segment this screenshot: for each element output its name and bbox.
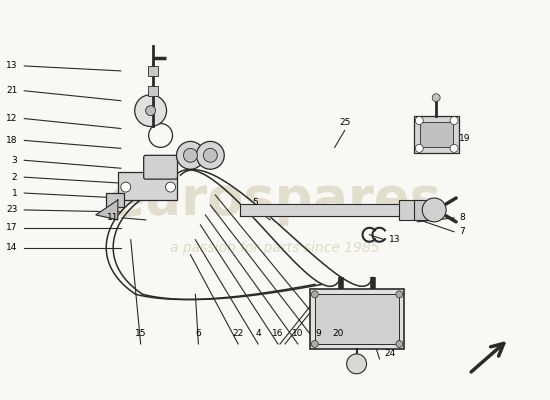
Text: eurospares: eurospares	[108, 174, 442, 226]
Circle shape	[311, 340, 318, 348]
Circle shape	[196, 142, 224, 169]
Circle shape	[422, 198, 446, 222]
Text: 13: 13	[389, 235, 401, 244]
Text: a passion for parts since 1985: a passion for parts since 1985	[170, 241, 380, 255]
Circle shape	[396, 291, 403, 298]
Text: 7: 7	[459, 227, 465, 236]
Bar	[147, 66, 158, 76]
Bar	[310, 289, 404, 349]
Text: 4: 4	[255, 329, 261, 338]
Text: 21: 21	[6, 86, 17, 95]
Circle shape	[184, 148, 197, 162]
Text: 6: 6	[195, 329, 201, 338]
Text: 19: 19	[459, 134, 471, 143]
Bar	[315, 294, 399, 344]
Text: 1: 1	[12, 188, 17, 198]
Text: 9: 9	[315, 329, 321, 338]
Circle shape	[311, 291, 318, 298]
Text: 8: 8	[459, 213, 465, 222]
Text: 20: 20	[332, 329, 343, 338]
Circle shape	[166, 182, 175, 192]
Circle shape	[450, 116, 458, 124]
Circle shape	[415, 144, 424, 152]
Bar	[147, 86, 158, 96]
Circle shape	[346, 354, 366, 374]
Text: 11: 11	[107, 213, 119, 222]
Bar	[414, 116, 459, 153]
Text: 24: 24	[384, 350, 395, 358]
Circle shape	[415, 116, 424, 124]
Text: 17: 17	[6, 223, 17, 232]
FancyBboxPatch shape	[118, 172, 178, 200]
Text: 25: 25	[339, 118, 350, 127]
Text: 18: 18	[6, 136, 17, 145]
FancyBboxPatch shape	[106, 193, 124, 207]
Polygon shape	[240, 204, 399, 216]
Bar	[399, 200, 417, 220]
Circle shape	[177, 142, 205, 169]
FancyBboxPatch shape	[144, 155, 178, 179]
Text: 15: 15	[135, 329, 146, 338]
Circle shape	[396, 340, 403, 348]
Circle shape	[204, 148, 217, 162]
Text: 14: 14	[6, 243, 17, 252]
Circle shape	[432, 94, 440, 102]
Bar	[414, 200, 432, 220]
Text: 22: 22	[233, 329, 244, 338]
Text: 12: 12	[6, 114, 17, 123]
Circle shape	[450, 144, 458, 152]
Text: 2: 2	[12, 173, 17, 182]
Text: 10: 10	[292, 329, 304, 338]
Bar	[420, 122, 453, 147]
Polygon shape	[96, 200, 118, 220]
Circle shape	[135, 95, 167, 126]
Text: 13: 13	[6, 62, 17, 70]
Circle shape	[146, 106, 156, 116]
Circle shape	[121, 182, 131, 192]
Text: 16: 16	[272, 329, 284, 338]
Text: 3: 3	[12, 156, 17, 165]
Text: 23: 23	[6, 206, 17, 214]
Text: 5: 5	[252, 198, 258, 208]
